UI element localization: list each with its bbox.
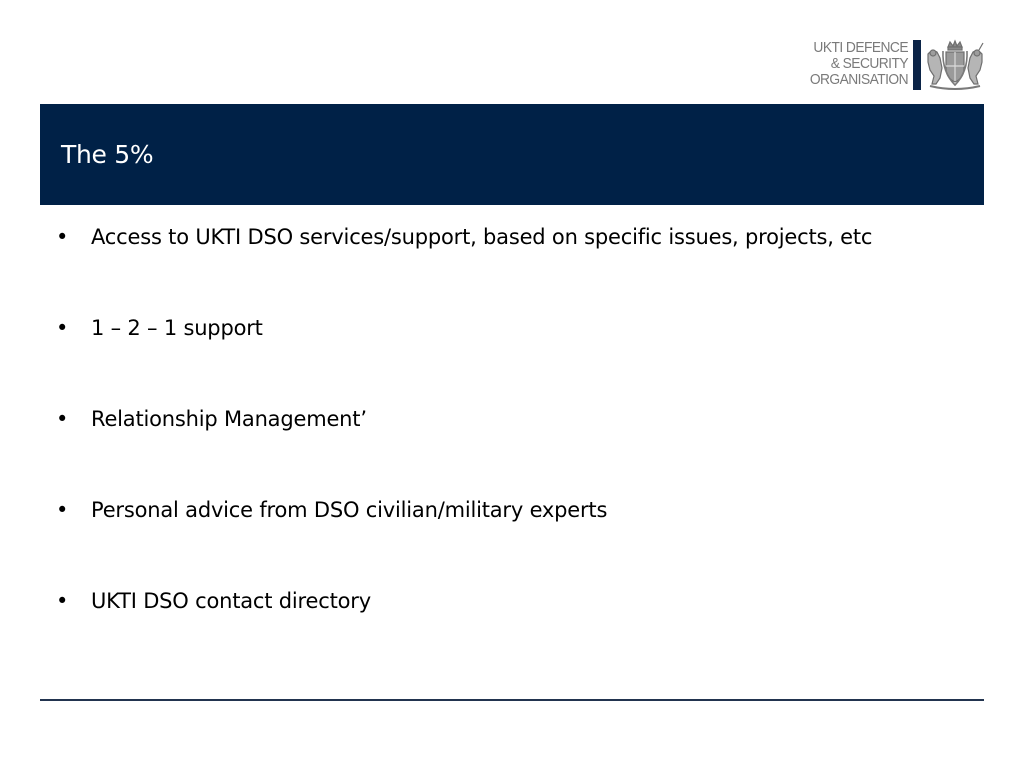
bullet-marker: • xyxy=(56,407,69,431)
bullet-text: 1 – 2 – 1 support xyxy=(91,316,263,340)
ukti-dso-logo: UKTI DEFENCE & SECURITY ORGANISATION xyxy=(780,38,988,94)
logo-divider-bar xyxy=(913,40,921,90)
bullet-text: Relationship Management’ xyxy=(91,407,367,431)
slide-title: The 5% xyxy=(61,140,154,169)
bullet-marker: • xyxy=(56,589,69,613)
bullet-marker: • xyxy=(56,316,69,340)
bullet-text: Access to UKTI DSO services/support, bas… xyxy=(91,225,873,249)
bullet-text: UKTI DSO contact directory xyxy=(91,589,371,613)
bullet-item-3: • Relationship Management’ xyxy=(56,404,976,434)
logo-line-3: ORGANISATION xyxy=(809,71,909,88)
bullet-item-4: • Personal advice from DSO civilian/mili… xyxy=(56,495,976,525)
bullet-marker: • xyxy=(56,498,69,522)
title-band: The 5% xyxy=(40,104,984,205)
bullet-text: Personal advice from DSO civilian/milita… xyxy=(91,498,608,522)
bullet-item-1: • Access to UKTI DSO services/support, b… xyxy=(56,222,976,252)
royal-coat-of-arms-icon xyxy=(927,39,984,90)
bullet-list: • Access to UKTI DSO services/support, b… xyxy=(56,222,976,677)
logo-line-1: UKTI DEFENCE xyxy=(813,39,908,56)
bullet-item-2: • 1 – 2 – 1 support xyxy=(56,313,976,343)
logo-line-2: & SECURITY xyxy=(830,55,909,72)
footer-divider xyxy=(40,699,984,701)
logo-wordmark: UKTI DEFENCE & SECURITY ORGANISATION xyxy=(790,39,909,88)
bullet-item-5: • UKTI DSO contact directory xyxy=(56,586,976,616)
bullet-marker: • xyxy=(56,225,69,249)
